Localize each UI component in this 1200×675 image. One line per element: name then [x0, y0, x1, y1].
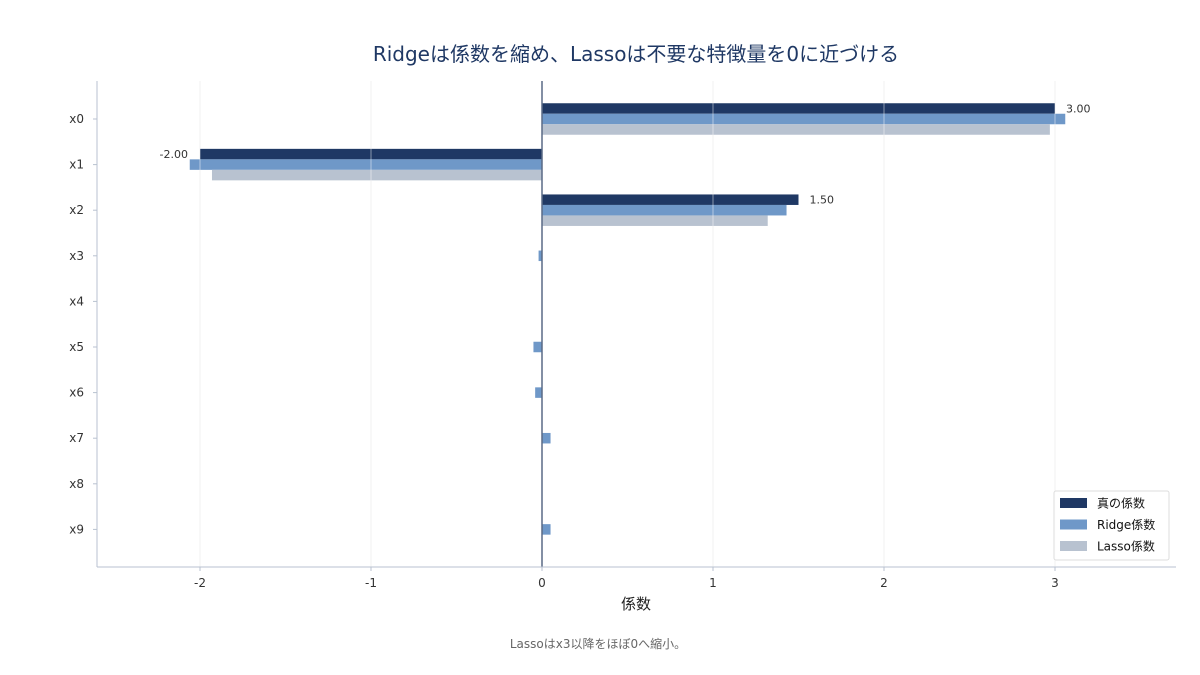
bar-x1-series-2: [211, 169, 542, 181]
legend-swatch-2: [1060, 541, 1087, 551]
data-label-x1: -2.00: [160, 148, 188, 161]
y-tick-label-x5: x5: [69, 340, 84, 354]
x-tick-label: -2: [194, 576, 206, 590]
bar-x0-series-2: [542, 124, 1050, 135]
y-tick-label-x4: x4: [69, 294, 84, 308]
data-label-x2: 1.50: [810, 194, 835, 207]
chart-caption: Lassoはx3以降をほぼ0へ縮小。: [510, 636, 686, 651]
bar-x3-series-1: [538, 250, 542, 262]
chart-title: Ridgeは係数を縮め、Lassoは不要な特徴量を0に近づける: [373, 42, 899, 66]
bar-x2-series-1: [542, 204, 787, 216]
bars: [189, 103, 1066, 535]
x-tick-label: 2: [880, 576, 888, 590]
y-tick-label-x0: x0: [69, 112, 84, 126]
bar-x0-series-1: [542, 113, 1066, 125]
bar-x2-series-0: [542, 194, 799, 205]
bar-x2-series-2: [542, 215, 768, 226]
legend-entry-2: Lasso係数: [1097, 539, 1155, 554]
legend-swatch-1: [1060, 519, 1087, 530]
x-tick-label: 1: [709, 576, 717, 590]
legend-swatch-0: [1060, 498, 1087, 508]
y-tick-label-x9: x9: [69, 522, 84, 536]
x-tick-label: 3: [1051, 576, 1059, 590]
y-tick-label-x8: x8: [69, 477, 84, 491]
bar-x6-series-1: [535, 387, 542, 398]
bar-x0-series-0: [542, 103, 1055, 114]
data-label-x0: 3.00: [1066, 103, 1091, 116]
legend-entry-0: 真の係数: [1097, 496, 1145, 511]
x-axis-label: 係数: [621, 595, 651, 613]
y-tick-label-x1: x1: [69, 158, 84, 172]
y-tick-label-x6: x6: [69, 386, 84, 400]
bar-x9-series-1: [542, 524, 551, 535]
x-tick-label: 0: [538, 576, 546, 590]
bar-x5-series-1: [533, 341, 542, 353]
x-tick-label: -1: [365, 576, 377, 590]
y-tick-label-x3: x3: [69, 249, 84, 263]
bar-x1-series-1: [189, 159, 543, 170]
data-labels: 3.00 -2.00 1.50: [160, 103, 1091, 207]
bar-x7-series-1: [542, 432, 551, 444]
legend-entry-1: Ridge係数: [1097, 517, 1155, 532]
y-tick-label-x7: x7: [69, 431, 84, 445]
axes: -2 -1 0 1 2 3 x0 x1 x2 x3 x4 x5 x6 x7 x8 x9: [69, 81, 1176, 590]
y-tick-label-x2: x2: [69, 203, 84, 217]
legend: 真の係数 Ridge係数 Lasso係数: [1053, 490, 1170, 561]
